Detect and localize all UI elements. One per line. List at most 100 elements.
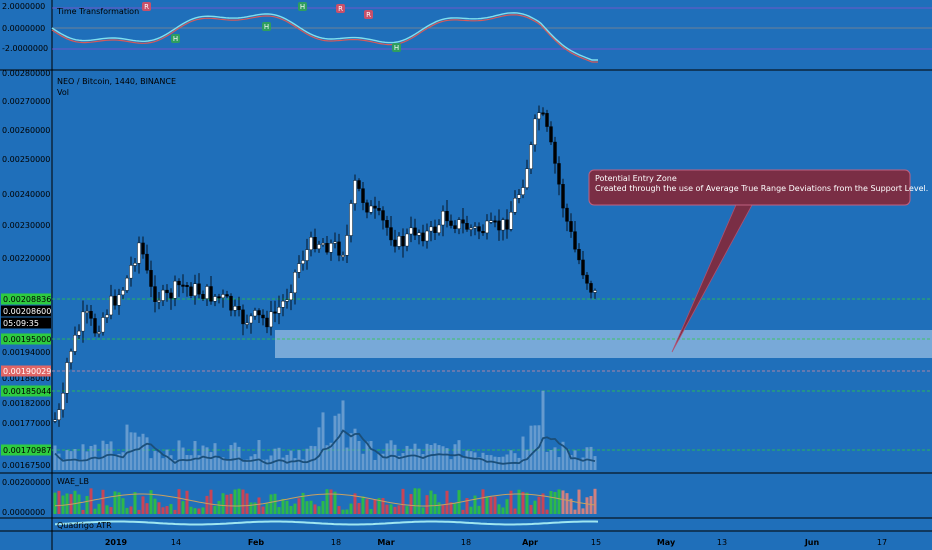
price-tag: 05:09:35 bbox=[3, 319, 39, 328]
volume-bar bbox=[369, 441, 373, 470]
wae-bar bbox=[137, 509, 141, 514]
candle-body bbox=[225, 294, 229, 297]
pivot-marker-label: H bbox=[300, 3, 305, 11]
wae-bar bbox=[561, 490, 565, 514]
candle-body bbox=[189, 286, 193, 296]
wae-bar bbox=[325, 489, 329, 514]
wae-bar bbox=[509, 490, 513, 514]
volume-ma-line bbox=[54, 429, 596, 465]
volume-bar bbox=[209, 452, 213, 470]
candle-body bbox=[549, 126, 553, 143]
candle-body bbox=[309, 237, 313, 250]
volume-bar bbox=[417, 448, 421, 470]
time-axis-label: 2019 bbox=[105, 538, 128, 547]
volume-bar bbox=[165, 449, 169, 470]
volume-bar bbox=[473, 452, 477, 470]
volume-bar bbox=[357, 441, 361, 470]
volume-bar bbox=[505, 454, 509, 470]
wae-bar bbox=[421, 507, 425, 514]
candle-body bbox=[373, 205, 377, 209]
volume-bar bbox=[217, 458, 221, 470]
volume-bar bbox=[433, 443, 437, 470]
candle-body bbox=[305, 249, 309, 261]
volume-bar bbox=[97, 458, 101, 470]
annotation-box[interactable] bbox=[588, 169, 911, 206]
candle-body bbox=[97, 331, 101, 334]
volume-bar bbox=[117, 453, 121, 470]
wae-bar bbox=[73, 490, 77, 514]
volume-label: Vol bbox=[57, 88, 69, 97]
wae-scale-1: 0.00200000 bbox=[2, 478, 50, 487]
time-axis-label: 13 bbox=[717, 538, 727, 547]
volume-bar bbox=[545, 451, 549, 470]
volume-bar bbox=[329, 442, 333, 470]
candle-body bbox=[105, 314, 109, 318]
volume-bar bbox=[125, 424, 129, 470]
volume-bar bbox=[229, 445, 233, 470]
candle-body bbox=[117, 294, 121, 306]
atr-name: Quadrigo ATR bbox=[57, 521, 112, 530]
candle-body bbox=[357, 180, 361, 189]
candle-body bbox=[477, 226, 481, 232]
volume-bar bbox=[101, 440, 105, 470]
volume-bar bbox=[317, 427, 321, 470]
wae-bar bbox=[293, 503, 297, 514]
price-tag: 0.00195000 bbox=[3, 335, 51, 344]
price-tag: 0.00190029 bbox=[3, 367, 51, 376]
candle-body bbox=[529, 144, 533, 169]
wae-bar bbox=[521, 491, 525, 514]
volume-bar bbox=[137, 436, 141, 470]
volume-bar bbox=[249, 456, 253, 470]
price-axis-label: 0.00280000 bbox=[2, 69, 50, 78]
volume-bar bbox=[401, 453, 405, 470]
wae-pane[interactable]: WAE_LB 0.00200000 0.0000000 bbox=[2, 477, 597, 517]
wae-bar bbox=[501, 507, 505, 514]
candle-body bbox=[441, 211, 445, 226]
candle-body bbox=[253, 310, 257, 317]
wae-bar bbox=[273, 493, 277, 514]
volume-bar bbox=[113, 455, 117, 470]
candle-body bbox=[57, 409, 61, 421]
wae-bar bbox=[149, 490, 153, 514]
candle-body bbox=[285, 299, 289, 302]
wae-bar bbox=[101, 489, 105, 514]
wae-bar bbox=[125, 507, 129, 514]
volume-bar bbox=[149, 458, 153, 470]
candle-body bbox=[553, 141, 557, 164]
price-axis-label: 0.00250000 bbox=[2, 155, 50, 164]
candle-body bbox=[261, 314, 265, 319]
atr-pane[interactable]: Quadrigo ATR bbox=[54, 520, 599, 530]
price-axis-label: 0.00177000 bbox=[2, 419, 50, 428]
wae-bar bbox=[109, 507, 113, 514]
volume-bar bbox=[561, 441, 565, 470]
wae-bar bbox=[453, 502, 457, 514]
annotation-pointer bbox=[671, 204, 753, 353]
price-axis-label: 0.00230000 bbox=[2, 221, 50, 230]
pivot-marker bbox=[298, 2, 307, 11]
wae-bar bbox=[217, 500, 221, 514]
candle-body bbox=[413, 227, 417, 236]
wae-bar bbox=[113, 491, 117, 514]
time-axis: 2019 14 Feb 18 Mar 18 Apr 15 May 13 Jun 17 bbox=[105, 538, 887, 547]
wae-bar bbox=[285, 500, 289, 514]
price-pane[interactable]: 0.00280000 0.00270000 0.00260000 0.00250000… bbox=[1, 69, 932, 470]
candle-body bbox=[141, 242, 145, 255]
wae-bar bbox=[581, 508, 585, 514]
time-transformation-pane[interactable]: 2.0000000 0.0000000 -2.0000000 Time Tran… bbox=[2, 2, 932, 63]
wae-bar bbox=[225, 494, 229, 514]
candle-body bbox=[229, 295, 233, 311]
indicator-name: Time Transformation bbox=[56, 7, 139, 16]
candle-body bbox=[205, 286, 209, 299]
volume-bar bbox=[489, 455, 493, 470]
candle-body bbox=[569, 221, 573, 232]
wae-bar bbox=[361, 496, 365, 514]
volume-bar bbox=[345, 447, 349, 470]
price-axis-label: 0.00260000 bbox=[2, 126, 50, 135]
volume-bar bbox=[533, 425, 537, 470]
pivot-marker bbox=[262, 22, 271, 31]
volume-bar bbox=[313, 446, 317, 470]
wae-bar bbox=[417, 488, 421, 514]
wae-bar bbox=[145, 503, 149, 514]
